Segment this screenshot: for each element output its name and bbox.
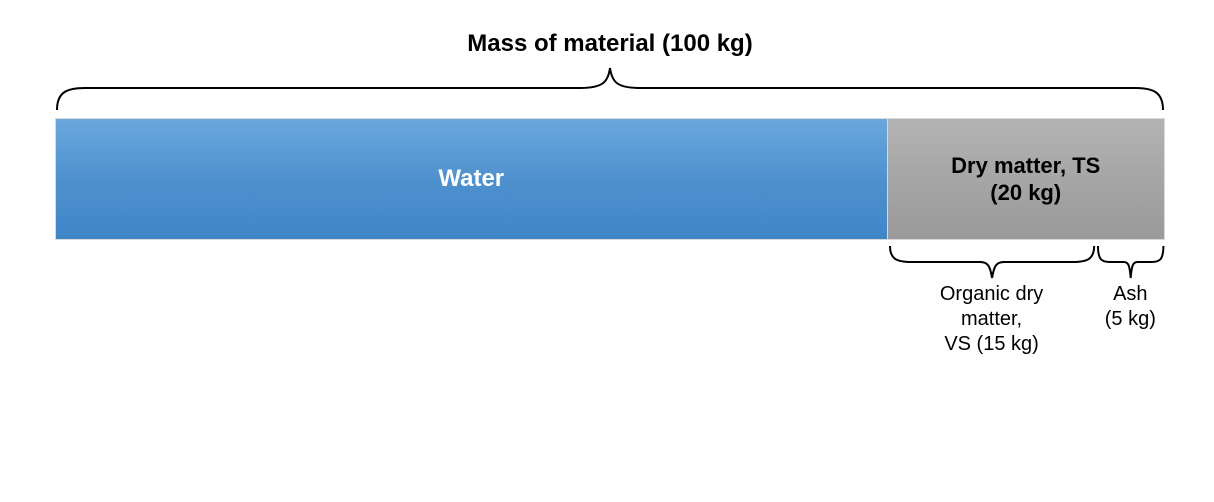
segment-dry-label: Dry matter, TS (20 kg) xyxy=(951,152,1100,207)
diagram-title: Mass of material (100 kg) xyxy=(55,30,1165,58)
brace-organic xyxy=(888,244,1096,280)
label-ash: Ash (5 kg) xyxy=(1096,282,1165,332)
label-organic: Organic dry matter, VS (15 kg) xyxy=(888,282,1096,357)
mass-diagram: Mass of material (100 kg) Water Dry matt… xyxy=(55,30,1165,280)
segment-water-label: Water xyxy=(438,164,504,194)
composition-bar: Water Dry matter, TS (20 kg) xyxy=(55,118,1165,240)
sub-brace-row xyxy=(55,244,1165,280)
brace-ash xyxy=(1096,244,1165,280)
brace-top xyxy=(55,64,1165,112)
segment-water: Water xyxy=(55,118,888,240)
segment-dry: Dry matter, TS (20 kg) xyxy=(888,118,1166,240)
